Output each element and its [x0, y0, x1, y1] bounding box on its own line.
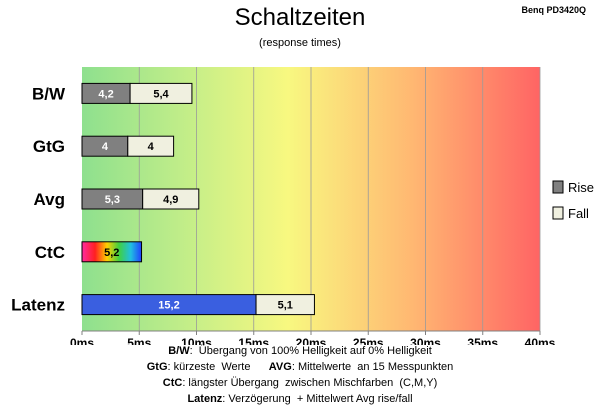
bar-rise-label: 5,2	[104, 247, 119, 259]
x-tick-label: 0ms	[70, 336, 94, 345]
note-bw: B/W: Übergang von 100% Helligkeit auf 0%…	[168, 345, 432, 357]
x-tick-label: 40ms	[525, 336, 556, 345]
bar-rise-label: 5,3	[105, 194, 120, 206]
bar-rise-label: 15,2	[158, 300, 179, 312]
bar-fall	[142, 188, 200, 210]
bar-rise-label: 4,2	[98, 88, 113, 100]
bars: 4,2 5,4 4 4 5,3 4,9 5,2 15,2 5,1	[81, 82, 315, 316]
x-tick-label: 25ms	[353, 336, 384, 345]
category-label: CtC	[35, 243, 65, 262]
legend-swatch-fall	[552, 206, 564, 220]
bar-rise-label: 4	[102, 141, 109, 153]
x-axis-ticks: 0ms 5ms 10ms 15ms 20ms 25ms 30ms 35ms 40ms	[70, 331, 556, 345]
note-gtg-avg: GtG: kürzeste Werte AVG: Mittelwerte an …	[146, 361, 454, 373]
chart-title: Schaltzeiten	[234, 4, 366, 31]
bar-fall-label: 4	[148, 141, 155, 153]
x-tick-label: 10ms	[181, 336, 212, 345]
legend-swatch-rise	[552, 180, 564, 194]
bar-fall	[129, 82, 193, 104]
category-label: Latenz	[11, 296, 65, 315]
legend: Rise Fall	[552, 180, 594, 221]
x-tick-label: 35ms	[467, 336, 498, 345]
bar-fall	[255, 294, 315, 316]
footnotes: B/W: Übergang von 100% Helligkeit auf 0%…	[0, 343, 600, 407]
category-label: Avg	[34, 190, 66, 209]
bar-fall	[127, 135, 175, 157]
bar-chart: 0ms 5ms 10ms 15ms 20ms 25ms 30ms 35ms 40ms B/W Gt…	[11, 67, 594, 345]
category-label: GtG	[33, 137, 65, 156]
bar-fall-label: 5,1	[278, 300, 293, 312]
x-tick-label: 15ms	[238, 336, 269, 345]
chart-subtitle: (response times)	[259, 37, 341, 49]
legend-label-rise: Rise	[568, 180, 594, 195]
x-tick-label: 5ms	[127, 336, 151, 345]
x-tick-label: 20ms	[296, 336, 327, 345]
bar-rise	[81, 241, 143, 263]
note-latenz: Latenz: Verzögerung + Mittelwert Avg ris…	[187, 393, 413, 405]
note-ctc: CtC: längster Übergang zwischen Mischfar…	[162, 377, 438, 389]
category-labels: B/W GtG Avg CtC Latenz	[11, 84, 66, 314]
x-tick-label: 30ms	[410, 336, 441, 345]
category-label: B/W	[32, 84, 66, 103]
bar-fall-label: 4,9	[163, 194, 178, 206]
legend-label-fall: Fall	[568, 206, 589, 221]
monitor-model-label: Benq PD3420Q	[521, 5, 586, 15]
bar-fall-label: 5,4	[153, 88, 169, 100]
